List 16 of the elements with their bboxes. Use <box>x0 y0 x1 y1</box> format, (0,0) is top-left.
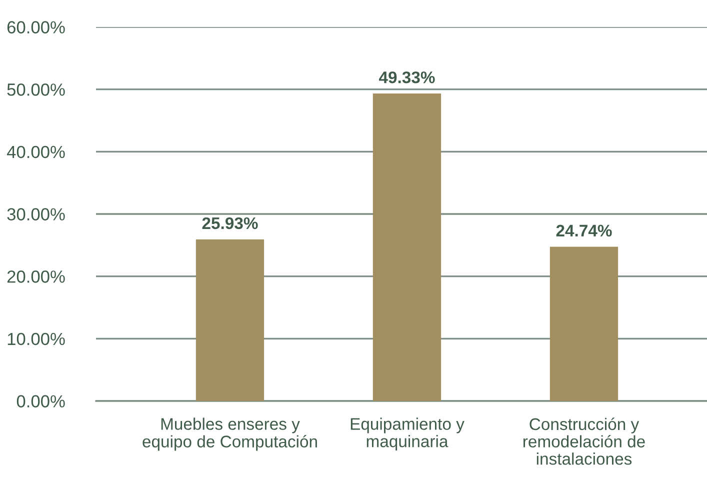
y-tick-label: 20.00% <box>7 270 65 283</box>
bar <box>196 239 264 401</box>
y-tick-label: 60.00% <box>7 21 65 34</box>
y-tick-label: 50.00% <box>7 84 65 96</box>
data-label: 49.33% <box>378 71 435 84</box>
x-tick-label: Equipamiento y maquinaria <box>350 418 464 451</box>
y-tick-label: 40.00% <box>6 146 65 158</box>
x-tick-label: Construcción y remodelación de instalaciones <box>523 418 645 465</box>
y-tick-label: 30.00% <box>7 208 65 220</box>
data-label: 24.74% <box>556 224 612 237</box>
y-tick-label: 0.00% <box>16 395 65 408</box>
bar <box>372 94 442 401</box>
bar <box>550 246 618 401</box>
x-tick-label: Muebles enseres y equipo de Computación <box>142 418 317 451</box>
data-label: 25.93% <box>202 217 258 230</box>
y-tick-label: 10.00% <box>8 332 65 346</box>
